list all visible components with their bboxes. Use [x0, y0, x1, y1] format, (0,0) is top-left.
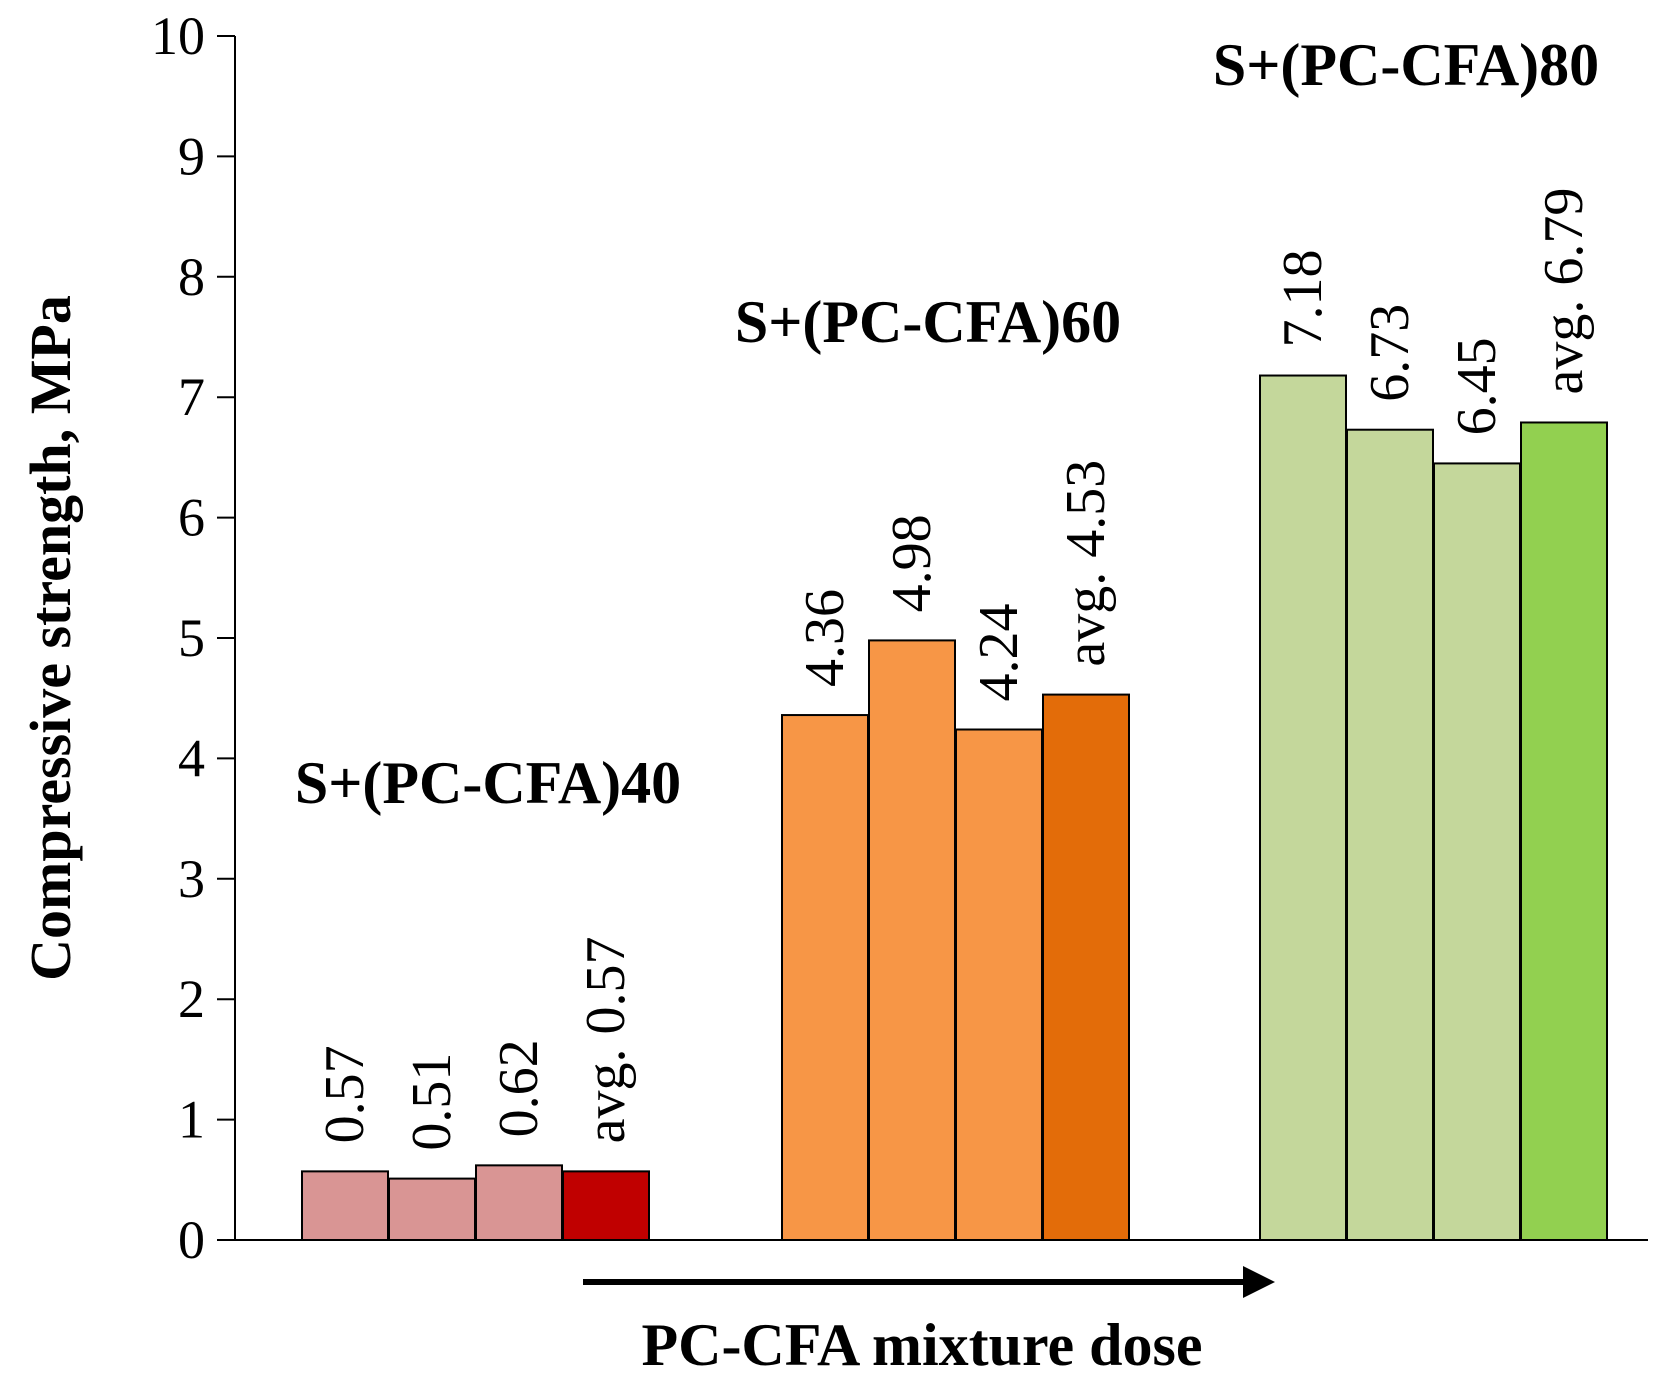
y-tick-label: 4 — [178, 728, 205, 788]
bar — [1346, 428, 1434, 1241]
bar — [1520, 421, 1608, 1241]
bar — [388, 1177, 476, 1241]
bar-value-label: 0.62 — [488, 1039, 550, 1137]
bar — [781, 714, 869, 1241]
bar — [955, 728, 1043, 1242]
group-label: S+(PC-CFA)80 — [1213, 32, 1599, 98]
bar — [1259, 374, 1347, 1241]
dose-arrow — [583, 1266, 1275, 1298]
group-label: S+(PC-CFA)60 — [735, 289, 1121, 355]
x-axis-label: PC-CFA mixture dose — [641, 1312, 1202, 1374]
bars — [301, 374, 1608, 1242]
y-tick-label: 8 — [178, 247, 205, 307]
y-tick-label: 2 — [178, 969, 205, 1029]
bar — [1433, 462, 1521, 1242]
value-labels: 0.57 0.51 0.62 avg. 0.57 4.36 4.98 4.24 avg. 4.… — [314, 188, 1595, 1151]
y-tick-label: 3 — [178, 849, 205, 909]
bar — [475, 1164, 563, 1242]
bar — [562, 1170, 650, 1241]
y-tick-label: 9 — [178, 126, 205, 186]
bar-value-label: 4.98 — [881, 514, 943, 612]
bar — [301, 1170, 389, 1241]
bar-value-label: 6.73 — [1359, 304, 1421, 402]
y-axis-ticks: 0 1 2 3 4 5 6 7 8 9 10 — [151, 6, 235, 1270]
bar-value-label: avg. 4.53 — [1055, 460, 1117, 667]
bar-value-label: 0.51 — [401, 1053, 463, 1151]
bar-value-label: avg. 6.79 — [1533, 188, 1595, 395]
y-tick-label: 6 — [178, 488, 205, 548]
y-tick-label: 0 — [178, 1210, 205, 1270]
y-tick-label: 7 — [178, 367, 205, 427]
bar-value-label: 7.18 — [1272, 250, 1334, 348]
bar — [1042, 693, 1130, 1241]
bar-value-label: avg. 0.57 — [575, 937, 637, 1144]
bar-value-label: 0.57 — [314, 1045, 376, 1143]
group-labels: S+(PC-CFA)40 S+(PC-CFA)60 S+(PC-CFA)80 — [295, 32, 1599, 816]
bar-value-label: 4.36 — [794, 589, 856, 687]
y-tick-label: 10 — [151, 6, 205, 66]
y-axis-label: Compressive strength, MPa — [18, 295, 83, 981]
y-tick-label: 1 — [178, 1090, 205, 1150]
y-tick-label: 5 — [178, 608, 205, 668]
bar-value-label: 6.45 — [1446, 337, 1508, 435]
bar — [868, 639, 956, 1241]
bar-value-label: 4.24 — [968, 604, 1030, 702]
group-label: S+(PC-CFA)40 — [295, 750, 681, 816]
